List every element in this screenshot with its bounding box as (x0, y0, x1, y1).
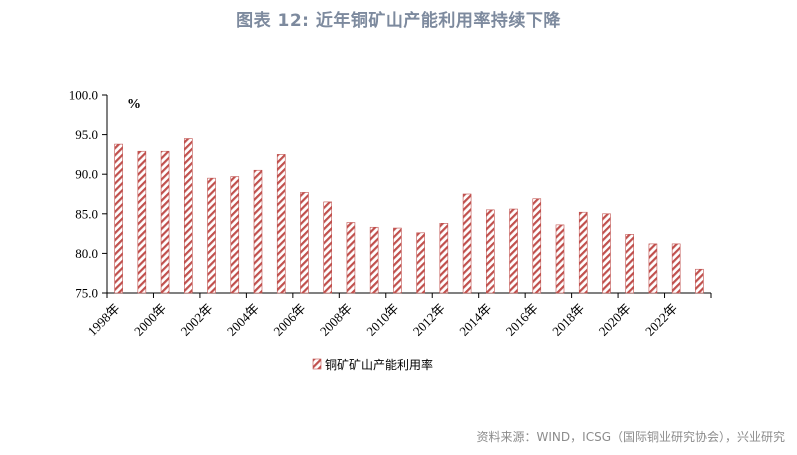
bar-2009年 (369, 226, 379, 294)
bar-2017年 (555, 224, 565, 294)
bar-2004年 (253, 169, 263, 294)
bar-2022年 (671, 243, 681, 294)
bar-2006年 (300, 192, 309, 294)
y-tick-label: 75.0 (75, 286, 98, 301)
bar-2007年 (323, 201, 332, 294)
bar-1999年 (137, 150, 147, 294)
x-tick-label: 2004年 (224, 301, 262, 339)
bar-2015年 (509, 208, 518, 294)
legend-label: 铜矿矿山产能利用率 (325, 357, 433, 372)
x-tick-label: 2020年 (596, 301, 634, 339)
bar-2003年 (230, 176, 240, 294)
bar-2023年 (695, 268, 704, 294)
y-tick-label: 90.0 (75, 167, 98, 182)
bar-2008年 (346, 222, 356, 294)
x-tick-label: 2002年 (177, 301, 215, 339)
bar-2019年 (602, 213, 611, 294)
bar-2011年 (416, 232, 425, 294)
y-tick-label: 100.0 (69, 88, 98, 103)
y-axis: 75.0 80.0 85.0 90.0 95.0 100.0 (69, 88, 108, 301)
legend: 铜矿矿山产能利用率 (312, 357, 433, 372)
x-tick-label: 2022年 (642, 301, 680, 339)
source-note: 资料来源：WIND，ICSG（国际铜业研究协会），兴业研究 (476, 430, 785, 444)
x-tick-label: 2018年 (549, 301, 587, 339)
bar-2021年 (648, 243, 658, 294)
x-tick-label: 2010年 (363, 301, 401, 339)
x-tick-label: 2016年 (503, 301, 541, 339)
bar-2020年 (625, 234, 634, 294)
y-tick-label: 95.0 (75, 127, 98, 142)
unit-label: % (127, 97, 141, 112)
chart-title: 图表 12: 近年铜矿山产能利用率持续下降 (236, 11, 561, 31)
x-tick-label: 2008年 (317, 301, 355, 339)
y-tick-label: 80.0 (75, 246, 98, 261)
bar-2016年 (532, 198, 542, 294)
x-tick-label: 2000年 (131, 301, 169, 339)
bar-2002年 (207, 177, 216, 294)
y-tick-label: 85.0 (75, 206, 98, 221)
bar-1998年 (114, 143, 123, 294)
bar-2013年 (462, 193, 472, 294)
bar-2005年 (276, 154, 286, 294)
x-tick-label: 2006年 (270, 301, 308, 339)
x-axis: 1998年 2000年 2002年 2004年 2006年 2008年 2010年 2012年… (85, 292, 712, 339)
legend-swatch (312, 358, 322, 370)
bar-2018年 (578, 211, 588, 294)
bar-2012年 (439, 223, 449, 294)
bar-2001年 (184, 138, 193, 294)
bar-2010年 (393, 227, 402, 294)
x-tick-label: 2014年 (456, 301, 494, 339)
x-tick-label: 2012年 (410, 301, 448, 339)
bar-2014年 (486, 209, 495, 294)
bars (114, 138, 704, 294)
bar-2000年 (160, 150, 170, 294)
x-tick-label: 1998年 (85, 301, 123, 339)
